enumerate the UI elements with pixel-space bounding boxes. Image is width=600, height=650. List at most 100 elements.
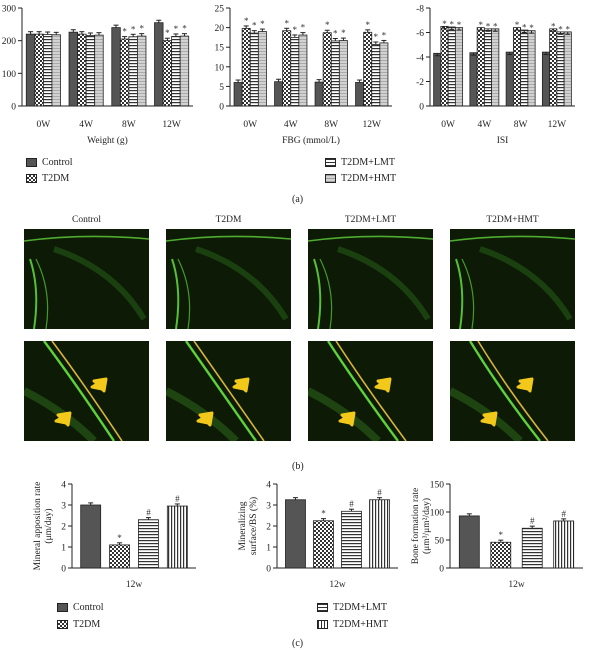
x-axis-label: 12w — [329, 580, 346, 590]
y-tick-label: 50 — [435, 537, 445, 547]
panel-label-c: (c) — [292, 638, 304, 649]
tissue-image — [450, 229, 575, 329]
legend-label: T2DM+HMT — [333, 619, 389, 630]
legend-item-t2dm-a: T2DM — [26, 173, 69, 184]
x-tick-label: 12W — [363, 120, 382, 130]
bar — [314, 81, 324, 107]
bar — [469, 52, 478, 107]
fluorescent-band — [450, 235, 575, 242]
x-tick-label: 4W — [284, 120, 298, 130]
y-tick-label: 3 — [61, 502, 66, 512]
y-axis-label: Mineralizing — [238, 501, 248, 550]
bar — [556, 31, 565, 107]
chart-6: 0 50 100 150 * # #12w Bone formation rate (μm³/μ… — [410, 481, 583, 590]
tissue-image — [24, 229, 149, 329]
micro-column-title: Control — [71, 215, 102, 225]
arrow-icon — [374, 377, 392, 393]
micrograph-detail — [166, 341, 291, 441]
bar — [282, 30, 292, 107]
legend-swatch-hmt — [325, 174, 336, 183]
tissue-texture — [337, 246, 431, 321]
y-tick-label: 4 — [266, 481, 271, 491]
significance-marker: * — [321, 509, 326, 519]
y-tick-label: 10 — [215, 63, 225, 73]
bar — [433, 52, 442, 107]
bar — [322, 32, 332, 107]
significance-marker: * — [566, 24, 571, 34]
y-tick-label: -6 — [416, 29, 424, 39]
fluorescent-band — [166, 235, 291, 242]
significance-marker: * — [293, 25, 298, 35]
y-tick-label: 200 — [2, 37, 17, 47]
y-tick-label: 1 — [266, 544, 271, 554]
fluorescent-band — [51, 341, 123, 441]
y-tick-label: 20 — [215, 24, 225, 34]
significance-marker: * — [284, 18, 289, 28]
micro-column-title: T2DM — [215, 215, 242, 225]
bar — [274, 81, 284, 107]
x-tick-label: 0W — [243, 120, 257, 130]
tissue-image — [450, 341, 575, 441]
tissue-background — [450, 229, 575, 329]
significance-marker: # — [349, 499, 354, 509]
x-axis-label: Weight (g) — [87, 135, 128, 146]
legend-label: T2DM+HMT — [341, 173, 397, 184]
y-tick-label: 3 — [266, 502, 271, 512]
arrow-icon — [196, 411, 214, 427]
significance-marker: * — [479, 20, 484, 30]
legend-label: T2DM — [73, 619, 101, 630]
legend-item-lmt-c: T2DM+LMT — [317, 602, 387, 613]
bar — [42, 34, 53, 107]
fluorescent-band — [35, 258, 49, 329]
bar — [338, 40, 348, 107]
fluorescent-band — [185, 341, 257, 441]
y-tick-label: 0 — [11, 103, 16, 113]
significance-marker: * — [260, 19, 265, 29]
micrograph-detail — [308, 341, 433, 441]
bar — [549, 28, 558, 107]
legend-swatch-control — [26, 158, 37, 167]
micrograph-overview — [166, 229, 291, 329]
legend-label: Control — [73, 602, 104, 613]
micrograph-overview — [450, 229, 575, 329]
bar — [379, 42, 389, 107]
bar — [541, 51, 551, 107]
arrow-icon — [338, 411, 356, 427]
fluorescent-band — [319, 258, 333, 329]
y-tick-label: 100 — [430, 509, 445, 519]
tissue-texture — [479, 246, 573, 321]
significance-marker: # — [561, 509, 566, 519]
y-tick-label: 2 — [61, 523, 66, 533]
x-tick-label: 12W — [162, 120, 181, 130]
y-tick-label: 0 — [219, 103, 224, 113]
significance-marker: * — [325, 20, 330, 30]
significance-marker: * — [301, 23, 306, 33]
legend-swatch-lmt — [325, 158, 336, 167]
bar — [94, 34, 104, 107]
y-tick-label: 15 — [215, 44, 225, 54]
fluorescent-band — [43, 341, 115, 441]
fluorescent-band — [29, 258, 38, 329]
significance-marker: * — [365, 20, 370, 30]
tissue-texture — [195, 246, 289, 321]
chart-5: 0 1 2 3 4 * # #12w Mineralizing surface/BS (%) — [238, 481, 398, 590]
significance-marker: * — [333, 28, 338, 38]
bar — [520, 29, 529, 107]
y-tick-label: 5 — [219, 83, 224, 93]
significance-marker: # — [146, 508, 151, 518]
micrograph-detail — [24, 341, 149, 441]
bar — [298, 34, 308, 107]
significance-marker: * — [457, 20, 462, 30]
significance-marker: * — [252, 21, 257, 31]
significance-marker: # — [377, 488, 382, 498]
fluorescent-band — [326, 341, 399, 441]
micro-column-title: T2DM+LMT — [344, 215, 397, 225]
legend-item-control-c: Control — [57, 602, 104, 613]
arrow-icon — [90, 377, 108, 393]
significance-marker: * — [551, 21, 556, 31]
chart-4: 0 1 2 3 4 * # #12w Mineral apposition rate (μm/da… — [33, 481, 196, 590]
significance-marker: * — [174, 24, 179, 34]
